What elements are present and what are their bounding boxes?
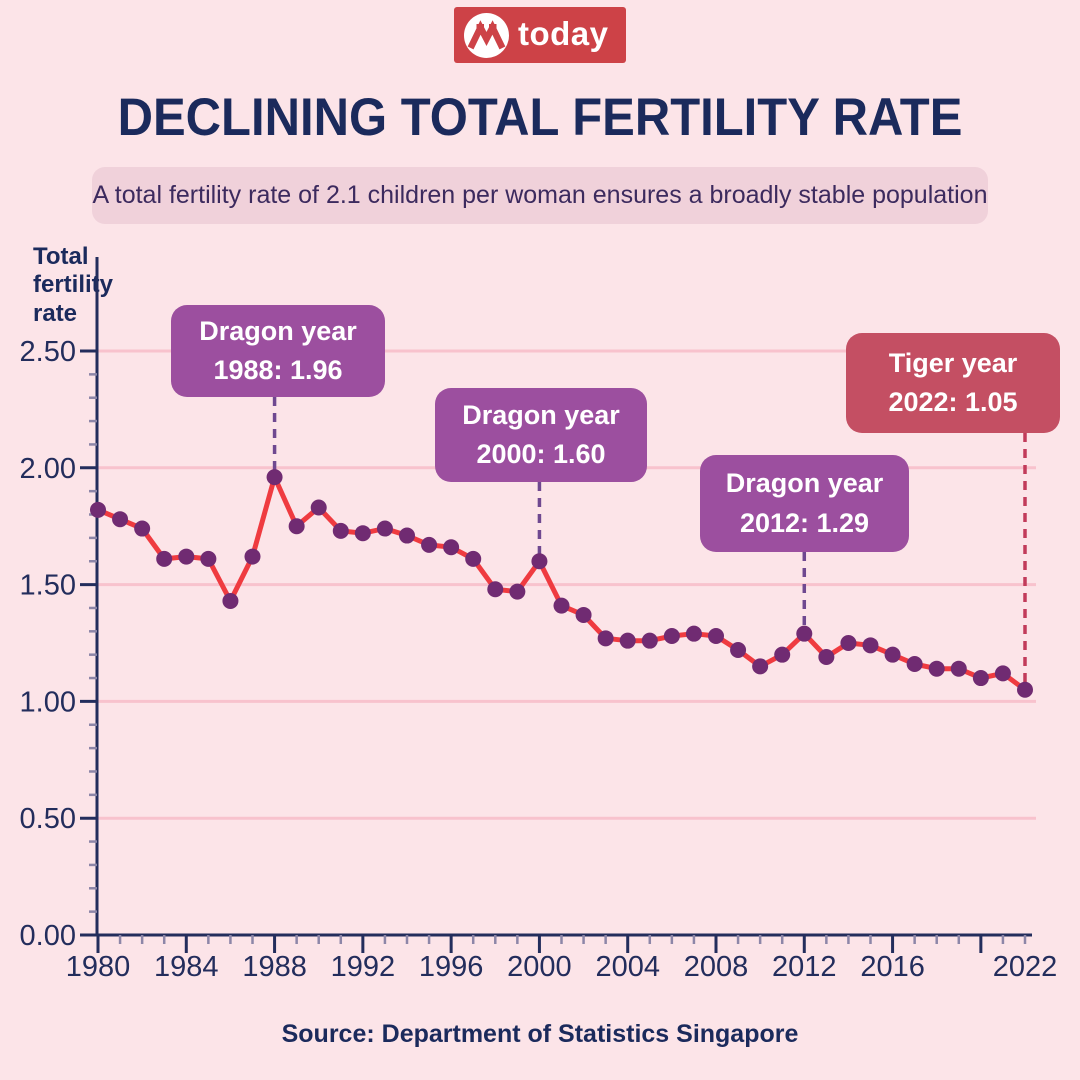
- y-axis-title-line2: fertility: [33, 271, 114, 299]
- y-tick-label: 0.00: [20, 920, 76, 952]
- y-axis-title-line1: Total: [33, 243, 89, 270]
- x-tick-label: 2022: [993, 951, 1058, 983]
- data-point-1993: [376, 520, 393, 537]
- y-axis-title: Total fertility rate: [33, 243, 113, 328]
- data-point-2018: [928, 660, 945, 677]
- data-point-1986: [222, 592, 239, 609]
- y-axis-title-line3: rate: [33, 299, 78, 327]
- y-tick-label: 1.50: [20, 570, 76, 602]
- data-point-2008: [708, 627, 724, 644]
- data-point-2000: [531, 553, 548, 570]
- data-point-2011: [774, 646, 791, 663]
- subtitle-pill: A total fertility rate of 2.1 children p…: [92, 167, 988, 224]
- data-point-2017: [906, 656, 923, 673]
- data-point-2020: [972, 670, 989, 687]
- today-logo-mark-icon: [464, 12, 509, 58]
- page-title: DECLINING TOTAL FERTILITY RATE: [117, 87, 963, 147]
- y-tick-label: 0.50: [20, 803, 76, 835]
- subtitle-text: A total fertility rate of 2.1 children p…: [92, 181, 988, 209]
- data-point-2019: [950, 660, 967, 677]
- data-point-2003: [597, 630, 614, 647]
- data-point-1989: [288, 518, 305, 535]
- data-point-2007: [685, 625, 702, 642]
- data-point-1994: [399, 527, 415, 544]
- x-tick-label: 2012: [772, 951, 837, 983]
- data-point-2009: [730, 642, 747, 659]
- data-point-1990: [310, 499, 327, 516]
- callout-dragon-2012-value: 2012: 1.29: [739, 507, 870, 538]
- x-tick-label: 1984: [154, 951, 219, 983]
- data-point-2002: [575, 606, 592, 623]
- y-tick-label: 2.00: [20, 453, 76, 485]
- callout-dragon-2000: Dragon year 2000: 1.60: [435, 388, 647, 482]
- data-point-2022: [1017, 681, 1033, 698]
- data-point-1984: [178, 548, 195, 565]
- data-point-1980: [90, 501, 106, 518]
- x-tick-label: 1980: [66, 951, 131, 983]
- data-point-2016: [884, 646, 901, 663]
- x-tick-label: 2004: [595, 951, 660, 983]
- y-tick-label: 2.50: [20, 336, 76, 368]
- data-point-2005: [641, 632, 658, 649]
- x-tick-label: 2000: [507, 951, 572, 983]
- callout-dragon-1988: Dragon year 1988: 1.96: [171, 305, 385, 397]
- callout-dragon-2000-title: Dragon year: [462, 399, 620, 430]
- data-point-2012: [796, 625, 813, 642]
- data-point-2006: [663, 627, 680, 644]
- data-point-1999: [509, 583, 526, 600]
- x-tick-label: 2008: [684, 951, 749, 983]
- data-point-1988: [266, 469, 283, 486]
- data-point-1995: [421, 536, 438, 553]
- data-point-2015: [862, 637, 879, 654]
- data-point-1997: [465, 550, 482, 567]
- today-logo-text: today: [518, 14, 609, 52]
- data-point-2013: [818, 649, 835, 666]
- data-point-1981: [112, 511, 129, 528]
- data-point-1992: [354, 525, 371, 542]
- callout-dragon-2012-title: Dragon year: [725, 468, 884, 499]
- callout-dragon-1988-title: Dragon year: [199, 315, 357, 346]
- callout-dragon-1988-value: 1988: 1.96: [213, 355, 343, 385]
- data-point-1982: [134, 520, 151, 537]
- callout-tiger-2022-value: 2022: 1.05: [888, 387, 1018, 417]
- callout-tiger-2022: Tiger year 2022: 1.05: [846, 333, 1060, 433]
- callout-dragon-2012: Dragon year 2012: 1.29: [700, 455, 909, 552]
- y-tick-label: 1.00: [20, 686, 76, 718]
- x-tick-label: 1992: [331, 951, 396, 983]
- data-point-1983: [156, 550, 173, 567]
- callout-tiger-2022-title: Tiger year: [888, 347, 1018, 378]
- data-point-1998: [487, 581, 504, 598]
- data-point-2001: [553, 597, 570, 614]
- data-point-1991: [332, 522, 349, 539]
- x-tick-label: 1988: [242, 951, 307, 983]
- data-point-1996: [443, 539, 460, 556]
- data-point-2021: [994, 665, 1011, 682]
- today-logo: today: [454, 7, 626, 63]
- data-point-2010: [752, 658, 769, 675]
- data-point-2004: [619, 632, 636, 649]
- data-point-1987: [244, 548, 261, 565]
- data-point-2014: [840, 635, 857, 651]
- x-tick-label: 2016: [860, 951, 925, 983]
- data-point-1985: [200, 550, 217, 567]
- source-attribution: Source: Department of Statistics Singapo…: [281, 1020, 799, 1048]
- callout-dragon-2000-value: 2000: 1.60: [476, 439, 606, 469]
- today-m-mark-icon: [467, 19, 506, 49]
- x-tick-label: 1996: [419, 951, 484, 983]
